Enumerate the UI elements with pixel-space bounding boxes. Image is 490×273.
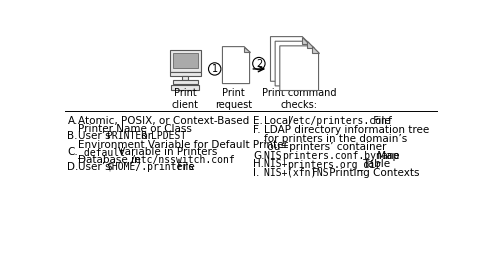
Text: File: File: [370, 116, 391, 126]
Text: for printers in the domain’s: for printers in the domain’s: [264, 133, 408, 144]
Polygon shape: [307, 41, 314, 48]
Text: NIS: NIS: [264, 151, 288, 161]
Polygon shape: [222, 47, 249, 84]
Text: LDAP directory information tree: LDAP directory information tree: [264, 125, 430, 135]
Text: Print command
checks:: Print command checks:: [262, 88, 337, 110]
Polygon shape: [244, 47, 249, 52]
Text: Atomic, POSIX, or Context-Based: Atomic, POSIX, or Context-Based: [78, 116, 249, 126]
FancyBboxPatch shape: [170, 72, 201, 76]
Text: I.: I.: [253, 168, 260, 177]
Text: /etc/nsswitch.conf: /etc/nsswitch.conf: [129, 155, 235, 165]
Text: Database in: Database in: [78, 155, 144, 165]
Text: Printing Contexts: Printing Contexts: [326, 168, 419, 177]
Text: ’ou=printers’ container: ’ou=printers’ container: [264, 142, 387, 152]
FancyBboxPatch shape: [172, 85, 199, 90]
Polygon shape: [280, 46, 318, 91]
Polygon shape: [275, 41, 314, 86]
Text: User’s: User’s: [78, 131, 114, 141]
Text: Print
request: Print request: [215, 88, 252, 110]
Text: or: or: [138, 131, 155, 141]
FancyBboxPatch shape: [173, 53, 197, 68]
Text: E.: E.: [253, 116, 263, 126]
Text: printers.org_dir: printers.org_dir: [287, 159, 381, 170]
Text: File: File: [174, 162, 195, 172]
Text: 1: 1: [212, 64, 218, 74]
Polygon shape: [312, 46, 318, 53]
Text: FNS: FNS: [312, 168, 330, 177]
Text: _default: _default: [78, 147, 125, 158]
Text: User’s: User’s: [78, 162, 114, 172]
Text: /etc/printers.conf: /etc/printers.conf: [288, 116, 393, 126]
Text: Printer Name or Class: Printer Name or Class: [78, 124, 192, 134]
Text: Table: Table: [360, 159, 390, 169]
Text: C.: C.: [68, 147, 78, 157]
Text: G.: G.: [253, 151, 265, 161]
Text: $HOME/.printers: $HOME/.printers: [106, 162, 194, 172]
Circle shape: [209, 63, 221, 75]
Text: Print
client: Print client: [172, 88, 199, 110]
Text: H.: H.: [253, 159, 265, 169]
Text: Variable in Printers: Variable in Printers: [115, 147, 217, 157]
Text: printers.conf.byname: printers.conf.byname: [283, 151, 400, 161]
Text: Local: Local: [264, 116, 294, 126]
Text: B.: B.: [68, 131, 78, 141]
Circle shape: [253, 57, 265, 70]
Polygon shape: [302, 37, 309, 43]
FancyBboxPatch shape: [170, 51, 201, 72]
FancyBboxPatch shape: [182, 76, 188, 80]
Text: LPDEST: LPDEST: [151, 131, 187, 141]
FancyBboxPatch shape: [173, 80, 197, 84]
Text: NIS+: NIS+: [264, 159, 294, 169]
Polygon shape: [270, 37, 309, 81]
Text: D.: D.: [68, 162, 79, 172]
Text: 2: 2: [256, 59, 262, 69]
Text: PRINTER: PRINTER: [106, 131, 147, 141]
Text: A.: A.: [68, 116, 78, 126]
Text: F.: F.: [253, 125, 261, 135]
Text: Environment Variable for Default Printer: Environment Variable for Default Printer: [78, 140, 288, 150]
Text: Map: Map: [373, 151, 399, 161]
Text: NIS+: NIS+: [264, 168, 294, 177]
Text: (xfn): (xfn): [287, 168, 317, 177]
